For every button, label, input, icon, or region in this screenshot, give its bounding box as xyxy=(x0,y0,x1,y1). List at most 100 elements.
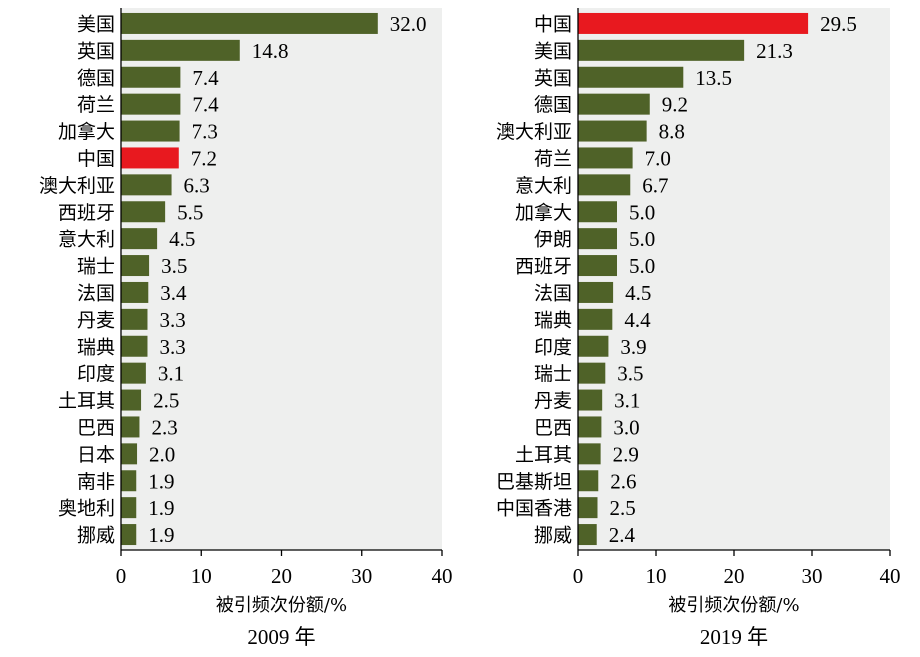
category-label: 法国 xyxy=(534,282,572,304)
data-label: 7.3 xyxy=(192,120,218,144)
bar-荷兰 xyxy=(578,147,633,169)
category-label: 印度 xyxy=(77,363,115,385)
bar-瑞士 xyxy=(121,255,150,277)
x-tick-label: 0 xyxy=(573,564,584,588)
category-label: 澳大利亚 xyxy=(496,121,572,143)
bar-日本 xyxy=(121,443,138,465)
category-label: 瑞典 xyxy=(77,336,115,358)
category-label: 巴西 xyxy=(77,417,115,439)
data-label: 9.2 xyxy=(662,93,688,117)
category-label: 英国 xyxy=(77,40,115,62)
bar-加拿大 xyxy=(578,201,617,223)
data-label: 7.4 xyxy=(192,66,219,90)
bar-奥地利 xyxy=(121,497,137,519)
category-label: 奥地利 xyxy=(58,498,115,520)
data-label: 3.1 xyxy=(158,362,184,386)
bar-加拿大 xyxy=(121,120,180,142)
bar-土耳其 xyxy=(121,389,142,411)
category-label: 意大利 xyxy=(515,175,572,197)
panel-caption: 2009 年 xyxy=(247,625,315,649)
category-label: 法国 xyxy=(77,282,115,304)
category-label: 丹麦 xyxy=(77,309,115,331)
data-label: 13.5 xyxy=(695,66,732,90)
data-label: 3.3 xyxy=(159,308,185,332)
data-label: 32.0 xyxy=(390,12,427,36)
bar-瑞典 xyxy=(121,335,148,357)
data-label: 5.0 xyxy=(629,254,655,278)
category-label: 意大利 xyxy=(58,229,115,251)
category-label: 德国 xyxy=(77,67,115,89)
category-label: 巴基斯坦 xyxy=(496,471,572,493)
category-label: 荷兰 xyxy=(77,94,115,116)
data-label: 3.1 xyxy=(614,389,640,413)
category-label: 加拿大 xyxy=(515,201,572,224)
data-label: 2.6 xyxy=(610,469,636,493)
category-label: 德国 xyxy=(534,94,572,116)
bar-中国 xyxy=(121,147,179,169)
bar-西班牙 xyxy=(578,255,617,277)
bar-中国 xyxy=(578,12,809,34)
data-label: 7.0 xyxy=(645,146,671,170)
chart-panel-left: 美国 32.0 英国 14.8 德国 7.4 荷兰 7.4 加拿大 7.3 中国 7.2 澳大利亚 6.3… xyxy=(39,8,453,649)
bar-印度 xyxy=(578,335,609,357)
category-label: 土耳其 xyxy=(58,390,115,412)
bar-挪威 xyxy=(578,524,597,546)
bar-意大利 xyxy=(578,174,631,196)
bar-荷兰 xyxy=(121,93,181,115)
data-label: 21.3 xyxy=(756,39,793,63)
data-label: 3.5 xyxy=(161,254,187,278)
category-label: 西班牙 xyxy=(515,256,572,278)
bar-意大利 xyxy=(121,228,158,250)
data-label: 2.4 xyxy=(609,523,636,547)
data-label: 29.5 xyxy=(820,12,857,36)
x-tick-label: 0 xyxy=(116,564,127,588)
bar-巴西 xyxy=(121,416,140,438)
data-label: 7.2 xyxy=(191,146,217,170)
data-label: 3.0 xyxy=(613,415,639,439)
category-label: 中国 xyxy=(534,13,572,35)
x-tick-label: 10 xyxy=(191,564,212,588)
panel-caption: 2019 年 xyxy=(700,625,768,649)
bar-法国 xyxy=(121,281,149,303)
category-label: 日本 xyxy=(77,444,115,466)
category-label: 荷兰 xyxy=(534,148,572,170)
data-label: 14.8 xyxy=(252,39,289,63)
bar-土耳其 xyxy=(578,443,601,465)
bar-中国香港 xyxy=(578,497,598,519)
x-axis-title: 被引频次份额/% xyxy=(216,595,347,616)
data-label: 1.9 xyxy=(148,496,174,520)
bar-澳大利亚 xyxy=(121,174,172,196)
x-tick-label: 20 xyxy=(724,564,745,588)
bar-巴西 xyxy=(578,416,602,438)
category-label: 西班牙 xyxy=(58,202,115,224)
bar-伊朗 xyxy=(578,228,617,250)
x-tick-label: 20 xyxy=(271,564,292,588)
x-tick-label: 30 xyxy=(351,564,372,588)
data-label: 6.3 xyxy=(184,173,210,197)
bar-南非 xyxy=(121,470,137,492)
data-label: 4.5 xyxy=(169,227,195,251)
category-label: 中国香港 xyxy=(496,498,572,520)
data-label: 2.3 xyxy=(151,415,177,439)
bar-印度 xyxy=(121,362,146,384)
data-label: 3.9 xyxy=(620,335,646,359)
category-label: 伊朗 xyxy=(534,229,572,251)
category-label: 加拿大 xyxy=(58,120,115,143)
data-label: 3.5 xyxy=(617,362,643,386)
category-label: 挪威 xyxy=(77,525,115,547)
x-tick-label: 10 xyxy=(646,564,667,588)
bar-法国 xyxy=(578,281,614,303)
category-label: 澳大利亚 xyxy=(39,175,115,197)
bar-英国 xyxy=(578,66,684,88)
category-label: 英国 xyxy=(534,67,572,89)
bar-瑞典 xyxy=(578,308,613,330)
bar-西班牙 xyxy=(121,201,166,223)
bar-瑞士 xyxy=(578,362,606,384)
bar-德国 xyxy=(121,66,181,88)
category-label: 中国 xyxy=(77,148,115,170)
bar-美国 xyxy=(578,39,745,61)
bar-丹麦 xyxy=(578,389,603,411)
data-label: 5.5 xyxy=(177,200,203,224)
bar-德国 xyxy=(578,93,650,115)
data-label: 1.9 xyxy=(148,469,174,493)
